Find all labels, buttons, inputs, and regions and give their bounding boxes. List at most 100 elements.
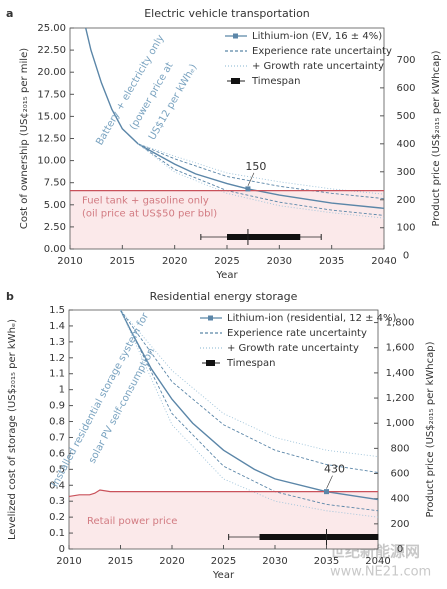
y2-tick-label: 100 — [396, 223, 415, 234]
y-tick-label: 10.00 — [37, 156, 66, 167]
curve-annotation: US$12 per kWhₑ) — [147, 62, 199, 142]
chart-title: Residential energy storage — [150, 290, 298, 303]
x-tick-label: 2040 — [371, 256, 396, 267]
y-tick-label: 0.4 — [49, 480, 65, 491]
legend-label: Lithium-ion (EV, 16 ± 4%) — [252, 31, 382, 42]
legend-swatch — [231, 78, 240, 84]
reference-line — [69, 489, 378, 498]
x-tick-label: 2010 — [57, 256, 82, 267]
y2-tick-label: 300 — [396, 167, 415, 178]
uncertainty-line — [120, 310, 378, 458]
legend-label: + Growth rate uncertainty — [227, 343, 359, 354]
uncertainty-line — [120, 310, 378, 512]
point-leader — [326, 475, 333, 489]
x-tick-label: 2010 — [56, 556, 81, 567]
y-tick-label: 1.4 — [49, 321, 65, 332]
timespan-box — [227, 234, 301, 240]
legend-marker — [233, 33, 238, 39]
legend-marker — [208, 315, 213, 321]
uncertainty-line — [137, 143, 384, 216]
series-line — [85, 28, 384, 210]
chart-title: Electric vehicle transportation — [144, 7, 310, 20]
y-tick-label: 1.1 — [49, 369, 65, 380]
y-axis-label: Levelized cost of storage (US$₂₀₁₅ per k… — [7, 319, 18, 540]
y-tick-label: 0.9 — [49, 401, 65, 412]
y-tick-label: 0.6 — [49, 448, 65, 459]
y2-tick-label: 1,400 — [386, 368, 415, 379]
ref-shade — [70, 190, 384, 249]
y-tick-label: 0.7 — [49, 432, 65, 443]
ref-annotation: Fuel tank + gasoline only — [82, 196, 209, 207]
y-tick-label: 20.00 — [37, 67, 66, 78]
y2-tick-label: 200 — [390, 519, 409, 530]
y-tick-label: 15.00 — [37, 111, 66, 122]
y2-axis-label: Product price (US$₂₀₁₅ per kWhcap) — [425, 341, 436, 517]
x-axis-label: Year — [215, 270, 238, 281]
y2-tick-label: 0 — [403, 251, 409, 262]
y2-tick-label: 400 — [390, 494, 409, 505]
y-tick-label: 22.50 — [37, 45, 66, 56]
timespan-box — [259, 534, 378, 540]
x-tick-label: 2025 — [214, 256, 239, 267]
legend-label: Lithium-ion (residential, 12 ± 4%) — [227, 313, 397, 324]
y2-tick-label: 0 — [397, 544, 403, 555]
point-leader — [247, 172, 255, 187]
y-axis-label: Cost of ownership (US¢₂₀₁₅ per mile) — [19, 48, 30, 229]
legend-label: Timespan — [226, 358, 276, 369]
data-point — [324, 489, 329, 495]
x-tick-label: 2020 — [159, 556, 184, 567]
y2-tick-label: 200 — [396, 195, 415, 206]
y-tick-label: 1.2 — [49, 353, 65, 364]
panel: Electric vehicle transportation 2010 2015 2… — [19, 7, 442, 281]
y-tick-label: 5.00 — [44, 200, 66, 211]
y-tick-label: 0.00 — [44, 244, 66, 255]
series-line — [119, 310, 378, 501]
ref-annotation: Retail power price — [87, 516, 177, 527]
x-tick-label: 2020 — [162, 256, 187, 267]
x-tick-label: 2035 — [319, 256, 344, 267]
x-tick-label: 2035 — [314, 556, 339, 567]
uncertainty-line — [120, 310, 378, 518]
legend-label: Experience rate uncertainty — [227, 328, 367, 339]
y2-axis-label: Product price (US$₂₀₁₅ per kWhcap) — [431, 50, 442, 226]
x-tick-label: 2015 — [110, 256, 135, 267]
y-tick-label: 25.00 — [37, 23, 66, 34]
x-tick-label: 2030 — [262, 556, 287, 567]
x-tick-label: 2015 — [108, 556, 133, 567]
y-tick-label: 0.8 — [49, 417, 65, 428]
x-tick-label: 2040 — [365, 556, 390, 567]
y-tick-label: 2.50 — [44, 222, 66, 233]
y2-tick-label: 1,000 — [386, 418, 415, 429]
y2-tick-label: 700 — [396, 55, 415, 66]
legend-label: Experience rate uncertainty — [252, 46, 392, 57]
panel-letter: a — [6, 7, 13, 20]
watermark: www.NE21.com — [330, 565, 431, 580]
x-axis-label: Year — [212, 570, 235, 581]
y2-tick-label: 1,800 — [386, 318, 415, 329]
uncertainty-line — [137, 143, 384, 219]
panel: Residential energy storage 2010 2015 2020 20… — [7, 290, 436, 581]
panel-letter: b — [6, 290, 14, 303]
y-tick-label: 1.5 — [49, 305, 65, 316]
y-tick-label: 1 — [59, 385, 65, 396]
y-tick-label: 0.1 — [49, 528, 65, 539]
legend-label: + Growth rate uncertainty — [252, 61, 384, 72]
legend-swatch — [206, 360, 215, 366]
point-label: 430 — [324, 463, 345, 476]
y2-tick-label: 1,200 — [386, 393, 415, 404]
y2-tick-label: 500 — [396, 111, 415, 122]
y-tick-label: 7.50 — [44, 178, 66, 189]
y-tick-label: 12.50 — [37, 134, 66, 145]
y2-tick-label: 600 — [390, 469, 409, 480]
uncertainty-line — [137, 143, 384, 200]
ref-annotation: (oil price at US$50 per bbl) — [82, 209, 217, 220]
point-label: 150 — [245, 160, 266, 173]
y-tick-label: 0.3 — [49, 496, 65, 507]
y-tick-label: 1.3 — [49, 337, 65, 348]
y-tick-label: 0.2 — [49, 512, 65, 523]
uncertainty-line — [137, 143, 384, 195]
y2-tick-label: 400 — [396, 139, 415, 150]
y-tick-label: 0 — [59, 544, 65, 555]
legend-label: Timespan — [251, 76, 301, 87]
